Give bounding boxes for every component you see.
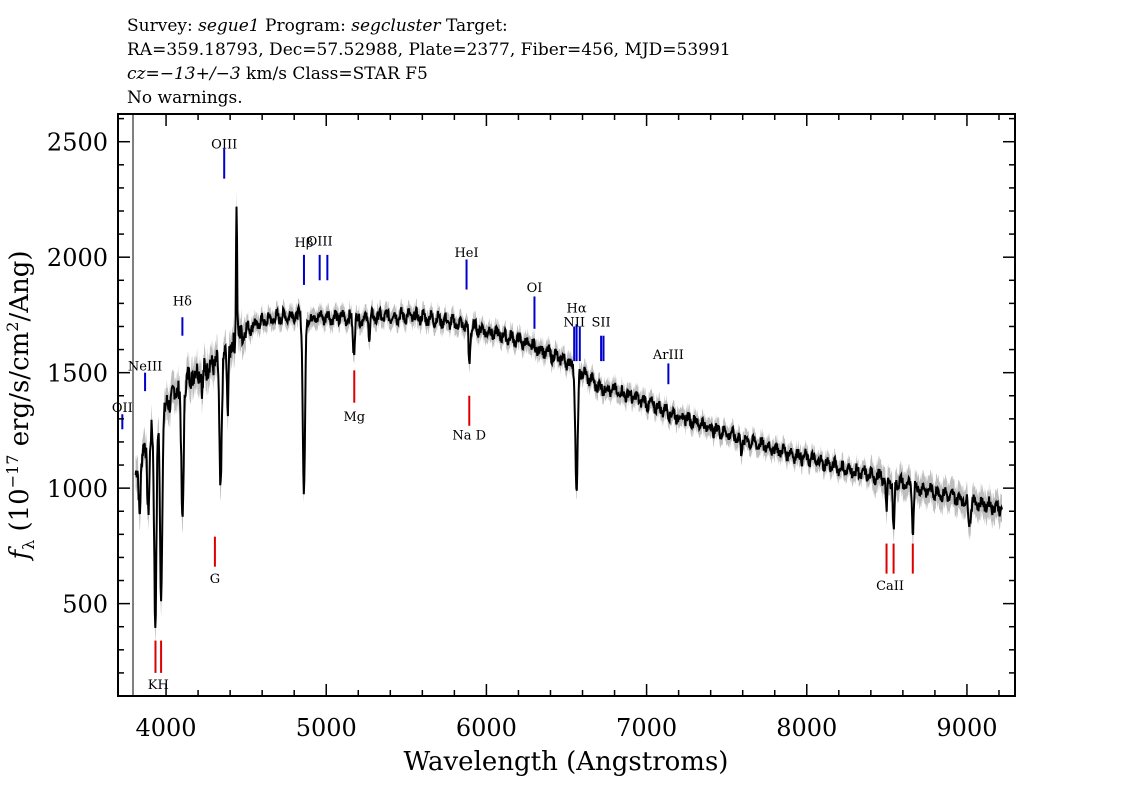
line-labels: OIINeIIIHδOIIIHβOIIIHeIOINIIHαSIIArIIIKH… [112,138,904,693]
x-tick-labels: 4000 5000 6000 7000 8000 9000 [136,714,998,742]
emission-label: Hδ [173,295,192,310]
emission-label: NII [563,315,585,330]
x-tick-label: 9000 [936,714,997,742]
emission-label: OI [527,281,543,296]
y-tick-label: 2500 [47,129,108,157]
y-tick-label: 1000 [47,475,108,503]
emission-label: HeI [454,246,478,261]
header-line-2: RA=359.18793, Dec=57.52988, Plate=2377, … [127,40,731,60]
absorption-label: G [210,572,220,587]
y-tick-label: 2000 [47,244,108,272]
emission-label: ArIII [652,348,684,363]
absorption-label: Na D [452,429,486,444]
y-tick-label: 500 [62,591,108,619]
error-band [135,190,1003,645]
header-line-3: cz=−13+/−3 km/s Class=STAR F5 [127,64,428,84]
emission-label: Hβ [295,236,314,251]
header-line-1: Survey: segue1 Program: segcluster Targe… [127,16,508,36]
absorption-label: KH [148,678,169,693]
x-tick-label: 6000 [456,714,517,742]
plot-frame [117,113,1016,697]
header-line-4: No warnings. [127,88,243,108]
emission-label: OIII [211,138,237,153]
plot-area: OIINeIIIHδOIIIHβOIIIHeIOINIIHαSIIArIIIKH… [112,113,1016,697]
emission-label: SII [592,315,611,330]
emission-label: OIII [307,235,333,250]
axis-ticks [118,114,1015,696]
spectrum-line [134,206,1003,628]
x-axis-title: Wavelength (Angstroms) [404,747,729,777]
x-tick-label: 7000 [616,714,677,742]
y-axis-title: fλ (10−17 erg/s/cm2/Ang) [3,250,38,561]
x-tick-label: 8000 [776,714,837,742]
absorption-markers [154,370,914,673]
x-tick-label: 5000 [296,714,357,742]
emission-label: NeIII [128,359,162,374]
emission-label: Hα [567,302,587,317]
absorption-label: Mg [343,410,365,425]
emission-label: OII [112,401,133,416]
y-tick-labels: 500 1000 1500 2000 2500 [47,129,108,619]
emission-markers [121,148,670,430]
x-tick-label: 4000 [136,714,197,742]
y-tick-label: 1500 [47,360,108,388]
absorption-label: CaII [876,579,904,594]
